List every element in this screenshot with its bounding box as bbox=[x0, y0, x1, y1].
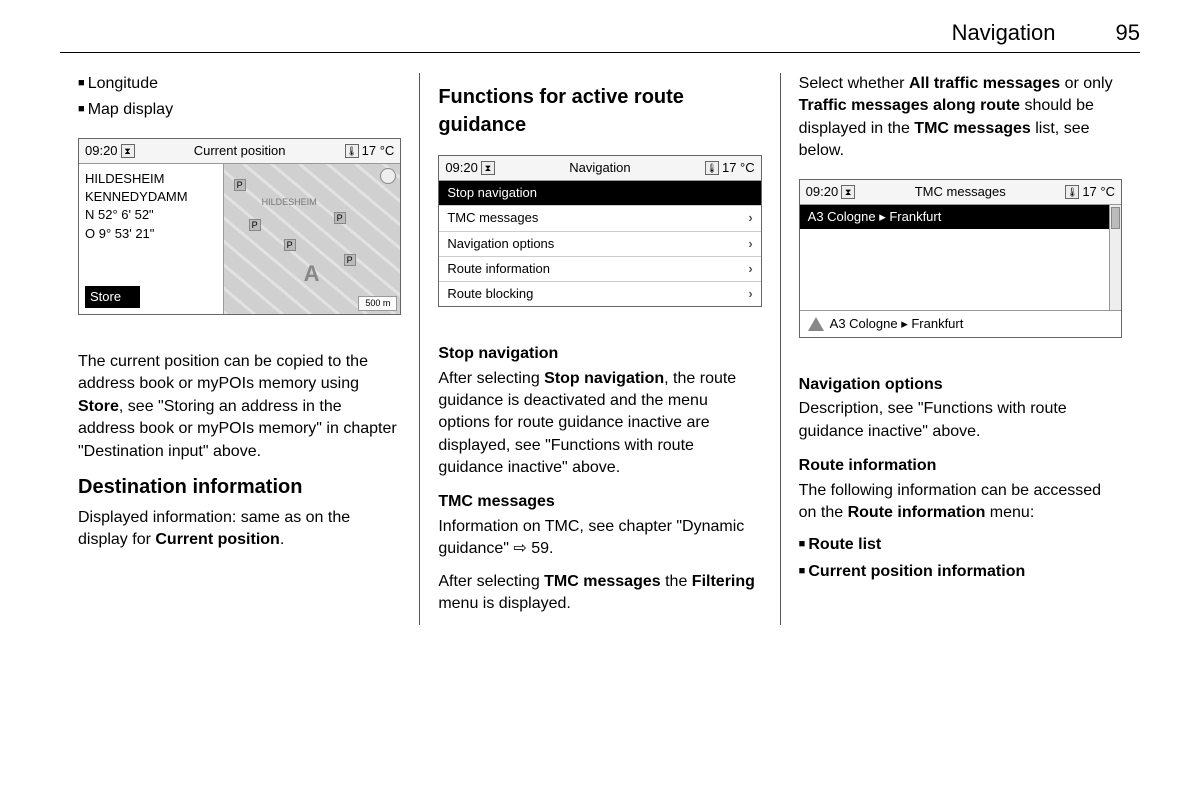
map-scale: 500 m bbox=[358, 296, 397, 311]
position-marker: A bbox=[304, 259, 320, 290]
device-time: 09:20 bbox=[445, 159, 478, 177]
col2-para-c: After selecting TMC messages the Filteri… bbox=[438, 571, 761, 616]
column-3: Select whether All traffic messages or o… bbox=[780, 73, 1140, 625]
column-2: Functions for active route guidance 09:2… bbox=[419, 73, 779, 625]
menu-route-information[interactable]: Route information bbox=[439, 257, 760, 282]
col1-bullets: Longitude Map display bbox=[78, 73, 401, 122]
tmc-row[interactable]: A3 Cologne ▸ Frankfurt bbox=[800, 205, 1109, 229]
temp-icon: 🌡 bbox=[1065, 185, 1079, 199]
device-temp: 17 °C bbox=[722, 159, 755, 177]
device-current-position: 09:20 ⧗ Current position 🌡 17 °C HILDESH… bbox=[78, 138, 401, 315]
store-button[interactable]: Store bbox=[85, 286, 140, 308]
latitude: N 52° 6' 52" bbox=[85, 206, 217, 224]
header-title: Navigation bbox=[952, 20, 1056, 46]
chevron-right-icon bbox=[748, 285, 752, 303]
parking-icon: P bbox=[249, 219, 261, 231]
temp-icon: 🌡 bbox=[705, 161, 719, 175]
col3-para-b: The following information can be accesse… bbox=[799, 480, 1122, 525]
subhead-tmc: TMC messages bbox=[438, 491, 761, 513]
clock-icon: ⧗ bbox=[121, 144, 135, 158]
device-temp: 17 °C bbox=[362, 142, 395, 160]
position-info: HILDESHEIM KENNEDYDAMM N 52° 6' 52" O 9°… bbox=[79, 164, 224, 314]
chevron-right-icon bbox=[748, 209, 752, 227]
bullet-route-list: Route list bbox=[799, 534, 1122, 556]
device-navigation-menu: 09:20 ⧗ Navigation 🌡 17 °C Stop navigati… bbox=[438, 155, 761, 307]
col1-para2: Displayed information: same as on the di… bbox=[78, 507, 401, 552]
menu-stop-navigation[interactable]: Stop navigation bbox=[439, 181, 760, 206]
bullet-longitude: Longitude bbox=[78, 73, 401, 95]
clock-icon: ⧗ bbox=[481, 161, 495, 175]
device-title: TMC messages bbox=[855, 183, 1065, 201]
content-columns: Longitude Map display 09:20 ⧗ Current po… bbox=[60, 73, 1140, 625]
parking-icon: P bbox=[284, 239, 296, 251]
map-city-label: HILDESHEIM bbox=[262, 196, 317, 209]
compass-icon bbox=[380, 168, 396, 184]
menu-route-blocking[interactable]: Route blocking bbox=[439, 282, 760, 306]
heading-destination-info: Destination information bbox=[78, 473, 401, 501]
device-header: 09:20 ⧗ Current position 🌡 17 °C bbox=[79, 139, 400, 164]
tmc-footer: A3 Cologne ▸ Frankfurt bbox=[800, 310, 1121, 337]
scroll-thumb[interactable] bbox=[1111, 207, 1120, 229]
parking-icon: P bbox=[334, 212, 346, 224]
bullet-current-position-info: Current position information bbox=[799, 561, 1122, 583]
temp-icon: 🌡 bbox=[345, 144, 359, 158]
column-1: Longitude Map display 09:20 ⧗ Current po… bbox=[60, 73, 419, 625]
tmc-footer-text: A3 Cologne ▸ Frankfurt bbox=[830, 315, 964, 333]
device-time: 09:20 bbox=[806, 183, 839, 201]
parking-icon: P bbox=[234, 179, 246, 191]
city: HILDESHEIM bbox=[85, 170, 217, 188]
col3-para-top: Select whether All traffic messages or o… bbox=[799, 73, 1122, 163]
col2-para-b: Information on TMC, see chapter "Dynamic… bbox=[438, 516, 761, 561]
col2-para-a: After selecting Stop navigation, the rou… bbox=[438, 368, 761, 480]
menu-navigation-options[interactable]: Navigation options bbox=[439, 232, 760, 257]
clock-icon: ⧗ bbox=[841, 185, 855, 199]
device-header: 09:20 ⧗ TMC messages 🌡 17 °C bbox=[800, 180, 1121, 205]
subhead-stop-nav: Stop navigation bbox=[438, 343, 761, 365]
menu-tmc-messages[interactable]: TMC messages bbox=[439, 206, 760, 231]
header-page-number: 95 bbox=[1116, 20, 1140, 46]
longitude: O 9° 53' 21" bbox=[85, 225, 217, 243]
parking-icon: P bbox=[344, 254, 356, 266]
chevron-right-icon bbox=[748, 235, 752, 253]
col1-para1: The current position can be copied to th… bbox=[78, 351, 401, 463]
map-area: HILDESHEIM P P P P P A 500 m bbox=[224, 164, 401, 314]
heading-active-route: Functions for active route guidance bbox=[438, 83, 761, 139]
col3-para-a: Description, see "Functions with route g… bbox=[799, 398, 1122, 443]
device-time: 09:20 bbox=[85, 142, 118, 160]
device-header: 09:20 ⧗ Navigation 🌡 17 °C bbox=[439, 156, 760, 181]
device-temp: 17 °C bbox=[1082, 183, 1115, 201]
street: KENNEDYDAMM bbox=[85, 188, 217, 206]
subhead-nav-options: Navigation options bbox=[799, 374, 1122, 396]
bullet-map-display: Map display bbox=[78, 99, 401, 121]
device-title: Current position bbox=[135, 142, 345, 160]
subhead-route-info: Route information bbox=[799, 455, 1122, 477]
warning-icon bbox=[808, 317, 824, 331]
device-tmc-messages: 09:20 ⧗ TMC messages 🌡 17 °C A3 Cologne … bbox=[799, 179, 1122, 338]
chevron-right-icon bbox=[748, 260, 752, 278]
device-title: Navigation bbox=[495, 159, 705, 177]
col3-bullets: Route list Current position information bbox=[799, 534, 1122, 583]
scrollbar[interactable] bbox=[1109, 205, 1121, 310]
page-header: Navigation 95 bbox=[60, 20, 1140, 53]
